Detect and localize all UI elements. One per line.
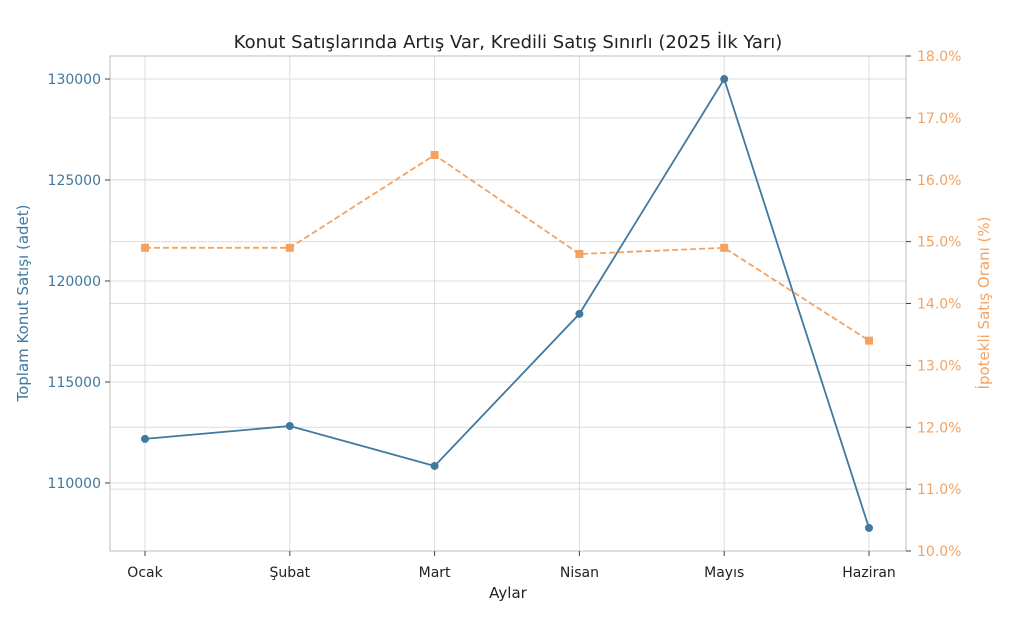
y-right-tick-label: 13.0%: [917, 358, 961, 374]
y-left-tick-label: 120000: [48, 274, 101, 290]
x-tick-label: Ocak: [127, 565, 163, 581]
data-point-left: [430, 461, 439, 470]
x-tick-label: Mart: [419, 565, 451, 581]
data-point-left: [575, 309, 584, 318]
x-tick-label: Haziran: [842, 565, 896, 581]
y-right-tick-label: 16.0%: [917, 173, 961, 189]
y-right-tick-label: 18.0%: [917, 49, 961, 65]
x-tick-label: Nisan: [560, 565, 599, 581]
data-point-left: [865, 523, 873, 532]
y-axis-left-label: Toplam Konut Satışı (adet): [14, 204, 32, 402]
y-left-tick-label: 125000: [48, 173, 101, 189]
y-right-tick-label: 15.0%: [917, 235, 961, 251]
y-left-tick-label: 130000: [48, 72, 101, 88]
data-point-left: [720, 75, 729, 84]
chart-title: Konut Satışlarında Artış Var, Kredili Sa…: [234, 32, 783, 53]
series-line-left: [144, 76, 870, 529]
data-point-right: [285, 243, 294, 252]
y-right-tick-label: 10.0%: [917, 544, 961, 560]
y-axis-right-label: İpotekli Satış Oranı (%): [974, 217, 993, 390]
data-point-right: [141, 243, 149, 252]
y-right-tick-label: 17.0%: [917, 111, 961, 127]
x-axis-label: Aylar: [489, 584, 527, 602]
y-right-tick-label: 12.0%: [917, 420, 961, 436]
series-line-right: [145, 153, 870, 342]
y-left-tick-label: 110000: [48, 476, 101, 492]
data-point-right: [430, 151, 439, 159]
data-point-right: [720, 243, 729, 252]
y-left-tick-label: 115000: [48, 375, 101, 391]
y-right-tick-label: 11.0%: [917, 482, 961, 498]
data-point-left: [141, 434, 149, 443]
x-tick-label: Şubat: [269, 565, 310, 581]
x-tick-label: Mayıs: [704, 565, 744, 581]
data-point-right: [865, 336, 873, 345]
data-point-right: [575, 250, 584, 258]
data-point-left: [285, 421, 294, 430]
y-right-tick-label: 14.0%: [917, 297, 961, 313]
